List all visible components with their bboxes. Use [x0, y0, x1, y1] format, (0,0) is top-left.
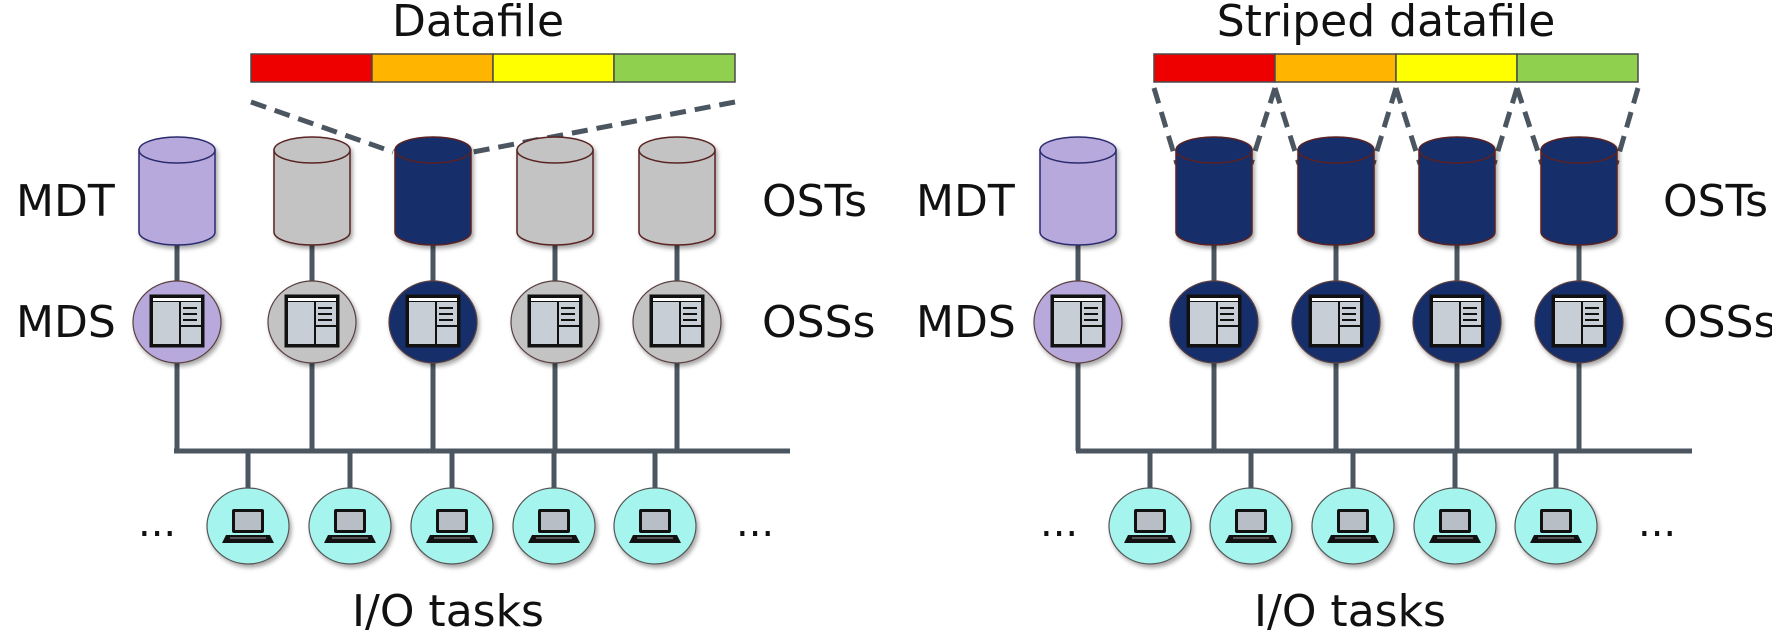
oss-node [1169, 280, 1259, 364]
laptop-icon [1429, 509, 1481, 543]
io-task-client [410, 487, 494, 565]
dashed-link [1514, 87, 1545, 165]
dashed-link [1613, 87, 1641, 165]
server-window-icon [527, 294, 583, 348]
oss-node [632, 280, 722, 364]
file-segment [1274, 53, 1397, 83]
server-window-icon [284, 294, 340, 348]
datafile-links [1151, 87, 1641, 165]
laptop-icon [1225, 509, 1277, 543]
osss-label: OSSs [762, 297, 875, 348]
ost-cylinder [638, 136, 716, 246]
laptop-icon [1530, 509, 1582, 543]
mdt-cylinder [1039, 136, 1117, 246]
network [1075, 232, 1692, 488]
dashed-link [1248, 87, 1278, 165]
datafile-bar [1153, 53, 1639, 83]
io-task-client [613, 487, 697, 565]
laptop-icon [1327, 509, 1379, 543]
io-task-client [1514, 487, 1598, 565]
osts-label: OSTs [1663, 176, 1768, 227]
file-segment [250, 53, 373, 83]
server-window-icon [1186, 294, 1242, 348]
server-window-icon [405, 294, 461, 348]
ellipsis-left: ... [138, 500, 176, 546]
datafile-links [250, 99, 736, 155]
laptop-icon [222, 509, 274, 543]
file-segment [613, 53, 736, 83]
io-task-client [512, 487, 596, 565]
panel-title: Datafile [392, 0, 564, 47]
mdt-cylinder [138, 136, 216, 246]
dashed-link [250, 99, 394, 155]
laptop-icon [1124, 509, 1176, 543]
ost-cylinder [1418, 136, 1496, 246]
oss-node [388, 280, 478, 364]
laptop-icon [426, 509, 478, 543]
laptop-icon [629, 509, 681, 543]
dashed-link [1393, 87, 1423, 165]
file-segment [492, 53, 615, 83]
dashed-link [1151, 87, 1180, 165]
mds-label: MDS [16, 297, 116, 348]
io-tasks-label: I/O tasks [352, 586, 544, 636]
clients [206, 487, 697, 565]
ost-cylinder [1540, 136, 1618, 246]
ost-cylinder [1297, 136, 1375, 246]
mdt-label: MDT [16, 176, 115, 227]
io-task-client [1108, 487, 1192, 565]
panel-striped-datafile: Striped datafile MDT MDS OSTs OSSs ... .… [916, 0, 1772, 636]
clients [1108, 487, 1598, 565]
server-window-icon [1551, 294, 1607, 348]
osss-label: OSSs [1663, 297, 1772, 348]
oss-node [1412, 280, 1502, 364]
server-window-icon [1429, 294, 1485, 348]
mds-node [1033, 280, 1123, 364]
mds-label: MDS [916, 297, 1016, 348]
ellipsis-left: ... [1040, 500, 1078, 546]
io-task-client [1209, 487, 1293, 565]
server-window-icon [649, 294, 705, 348]
osts-label: OSTs [762, 176, 867, 227]
panel-datafile: Datafile MDT MDS OSTs OSSs ... ... I/O t… [16, 0, 875, 636]
server-window-icon [1050, 294, 1106, 348]
ellipsis-right: ... [1638, 500, 1676, 546]
io-task-client [206, 487, 290, 565]
panel-title: Striped datafile [1217, 0, 1556, 47]
mds-node [132, 280, 222, 364]
ellipsis-right: ... [736, 500, 774, 546]
mdt-label: MDT [916, 176, 1015, 227]
oss-node [1291, 280, 1381, 364]
ost-cylinder [1175, 136, 1253, 246]
io-task-client [1413, 487, 1497, 565]
server-window-icon [149, 294, 205, 348]
io-task-client [1311, 487, 1395, 565]
dashed-link [1370, 87, 1399, 165]
laptop-icon [324, 509, 376, 543]
dashed-link [1491, 87, 1520, 165]
oss-node [510, 280, 600, 364]
dashed-link [1272, 87, 1302, 165]
servers [132, 136, 722, 364]
io-task-client [308, 487, 392, 565]
dashed-link [472, 99, 736, 155]
file-segment [1153, 53, 1276, 83]
laptop-icon [528, 509, 580, 543]
network [174, 232, 790, 488]
file-segment [1395, 53, 1518, 83]
ost-cylinder [273, 136, 351, 246]
file-segment [371, 53, 494, 83]
ost-cylinder [394, 136, 472, 246]
servers [1033, 136, 1624, 364]
server-window-icon [1308, 294, 1364, 348]
datafile-bar [250, 53, 736, 83]
ost-cylinder [516, 136, 594, 246]
io-tasks-label: I/O tasks [1254, 586, 1446, 636]
oss-node [267, 280, 357, 364]
oss-node [1534, 280, 1624, 364]
file-segment [1516, 53, 1639, 83]
